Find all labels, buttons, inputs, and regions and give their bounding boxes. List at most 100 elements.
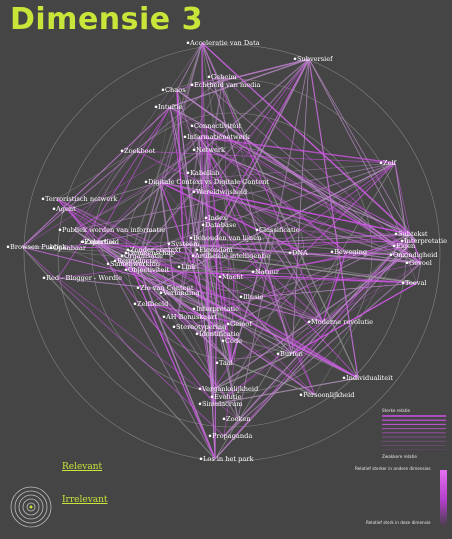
node-exp[interactable]: Expertise (80, 238, 116, 246)
node-acc[interactable]: Acceleratie van Data (186, 39, 260, 47)
node-toe[interactable]: Toeval (401, 279, 427, 287)
relation-edge (233, 245, 409, 278)
node-dot (192, 307, 196, 311)
node-ter[interactable]: Terroristisch netwerk (41, 195, 119, 203)
node-gem[interactable]: Gemeenschap (124, 249, 175, 257)
node-eig[interactable]: Eigen (392, 242, 416, 250)
node-rep[interactable]: Reproductie (113, 257, 158, 265)
node-beh[interactable]: Behouden van lijnen (189, 234, 262, 242)
node-art[interactable]: Artificiele intelligentie (191, 252, 271, 260)
node-ind[interactable]: Index (204, 214, 227, 222)
node-con[interactable]: Connectiviteit (190, 122, 242, 130)
node-int[interactable]: Intuïtie (154, 103, 183, 111)
node-pro[interactable]: Propaganda (208, 432, 253, 440)
nodes: Acceleratie van Data Subversief GeheimEcht… (6, 39, 447, 463)
relation-edge (230, 340, 238, 364)
relation-edge (198, 136, 347, 253)
relation-edge (128, 76, 224, 262)
node-zoe2[interactable]: Zoeken (222, 415, 252, 423)
relation-edge (169, 58, 310, 108)
relation-edge (210, 58, 310, 251)
relation-edge (128, 260, 216, 460)
relation-edge (96, 136, 200, 243)
node-mac[interactable]: Macht (218, 273, 244, 281)
node-cha[interactable]: Chaos (161, 86, 186, 94)
node-str[interactable]: Stereotypering (172, 323, 227, 331)
node-dot (49, 246, 53, 250)
node-sam[interactable]: Samenwerking (106, 260, 161, 268)
node-bro[interactable]: Browsen Publiek (6, 243, 68, 251)
node-dot (221, 339, 225, 343)
node-dna[interactable]: DNA (288, 249, 308, 257)
node-los[interactable]: Los in het park (199, 455, 255, 463)
relation-edge (214, 233, 411, 460)
node-geh[interactable]: Geheim (207, 73, 238, 81)
node-age[interactable]: Agent (52, 205, 76, 213)
node-zoe1[interactable]: Zoekboot (120, 147, 156, 155)
node-red[interactable]: Red - Blogger - Wordle (42, 274, 122, 282)
node-pub[interactable]: Publiek worden van informatie (58, 226, 166, 234)
node-label: Organisatie (124, 252, 163, 260)
relation-edge (67, 208, 359, 379)
node-org[interactable]: Organisatie (120, 252, 163, 260)
node-kab[interactable]: Kabellab (186, 169, 220, 177)
node-evo[interactable]: Evolutie (210, 393, 242, 401)
node-ver2[interactable]: Vergankelijkheid (198, 385, 259, 393)
node-eig2[interactable]: Eigendom (195, 246, 234, 254)
node-gev[interactable]: Gevoel (405, 259, 432, 267)
node-bur[interactable]: Burfen (276, 350, 304, 358)
node-ons[interactable]: Onzindigheid (389, 251, 439, 259)
node-dat[interactable]: Database (201, 221, 237, 229)
node-zelfb[interactable]: Zelfbeeld (133, 300, 169, 308)
node-obj[interactable]: Objectiviteit (124, 266, 170, 274)
relation-edge (139, 269, 227, 398)
node-inf[interactable]: Informatienetwerk (183, 133, 251, 141)
node-inte[interactable]: Interpretatie (400, 237, 447, 245)
relation-edge (182, 243, 422, 264)
node-label: Toeval (405, 279, 427, 287)
node-zio[interactable]: Zio van Content (136, 284, 194, 292)
node-cod[interactable]: Code (221, 337, 243, 345)
node-zon[interactable]: Zonder context (126, 246, 182, 254)
node-ope[interactable]: Openbaar (49, 244, 87, 252)
node-nat[interactable]: Natuur (251, 268, 280, 276)
node-ech[interactable]: Echtheid van media (190, 81, 261, 89)
node-subt[interactable]: Subtekst (394, 230, 428, 238)
node-label: Reproductie (117, 257, 158, 265)
node-lin[interactable]: Link (177, 263, 197, 271)
relation-edge (201, 42, 324, 323)
node-int2[interactable]: Interpretatie (192, 305, 239, 313)
relation-edge (56, 198, 98, 243)
node-per[interactable]: Persoonlijkheid (299, 391, 356, 399)
node-wer[interactable]: Wereldwijsheid (192, 188, 248, 196)
node-sim[interactable]: Simulacrum (198, 400, 244, 408)
node-ide[interactable]: Identificatie (195, 330, 240, 338)
node-sys[interactable]: Systeem (167, 240, 200, 248)
relation-edge (207, 191, 411, 235)
relevance-ring (10, 486, 52, 528)
node-dot (400, 239, 404, 243)
node-mod[interactable]: Moderne revolutie (307, 318, 373, 326)
node-net[interactable]: Netwerk (192, 146, 226, 154)
relation-edge (187, 326, 239, 420)
relation-edge (73, 42, 203, 231)
node-sub[interactable]: Subversief (293, 55, 333, 63)
node-dot (198, 387, 202, 391)
node-cla[interactable]: Classificatie (255, 226, 300, 234)
node-dot (42, 276, 46, 280)
node-indiv[interactable]: Individualiteit (342, 374, 394, 382)
node-dot (126, 248, 130, 252)
node-gel[interactable]: Geloof (226, 320, 253, 328)
node-label: Subtekst (398, 230, 428, 238)
relation-edge (182, 243, 293, 355)
node-bew[interactable]: Beweging (330, 248, 368, 256)
node-taa[interactable]: Taal (215, 359, 233, 367)
node-dig[interactable]: Digitale Context vs Digitale Content (144, 178, 270, 186)
node-ver[interactable]: Verbinding (159, 289, 201, 297)
node-ill[interactable]: Illusie (239, 293, 264, 301)
node-label: Geloof (230, 320, 252, 328)
node-ahb[interactable]: AH Bonuskaart (162, 313, 218, 321)
node-zel[interactable]: Zelf (379, 159, 397, 167)
node-label: Publiek worden van informatie (62, 226, 165, 234)
